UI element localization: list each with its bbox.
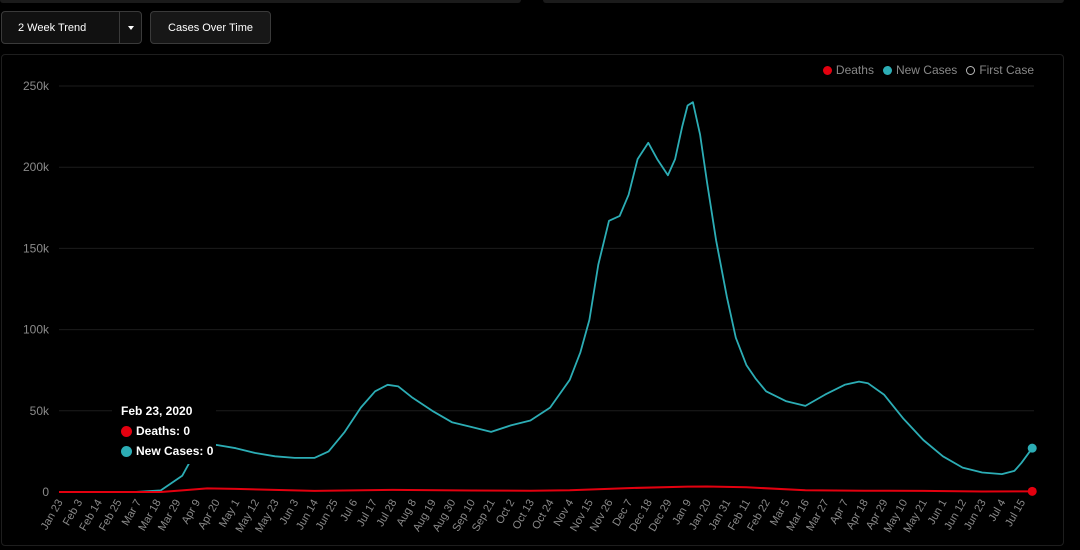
- deaths-end-point: [1027, 486, 1037, 496]
- tooltip-new-cases-row: New Cases: 0: [121, 441, 213, 461]
- legend-label-deaths: Deaths: [835, 63, 874, 77]
- chart-panel: [1, 54, 1064, 546]
- top-divider: [543, 0, 1064, 3]
- tooltip-deaths: Deaths: 0: [136, 424, 191, 438]
- chart-tooltip: Feb 23, 2020 Deaths: 0 New Cases: 0: [121, 401, 213, 461]
- cases-over-time-button[interactable]: Cases Over Time: [150, 11, 271, 44]
- series-line-new-cases: [59, 101, 1033, 493]
- y-tick-label: 100k: [23, 323, 50, 337]
- trend-label: 2 Week Trend: [18, 21, 87, 34]
- new-cases-dot-icon: [121, 445, 132, 457]
- y-tick-label: 0: [42, 485, 49, 499]
- first-case-ring-icon: [966, 65, 976, 75]
- legend-label-first-case: First Case: [979, 63, 1034, 77]
- tooltip-deaths-row: Deaths: 0: [121, 421, 213, 441]
- chevron-down-icon[interactable]: [120, 12, 142, 43]
- tooltip-date: Feb 23, 2020: [121, 404, 193, 418]
- y-tick-label: 200k: [23, 160, 50, 174]
- y-tick-label: 250k: [23, 79, 50, 93]
- cases-over-time-label: Cases Over Time: [168, 21, 253, 34]
- tooltip-new-cases: New Cases: 0: [136, 444, 214, 458]
- y-tick-label: 150k: [23, 241, 50, 255]
- chart-legend: Deaths New Cases First Case: [822, 63, 1034, 77]
- series-line-deaths: [59, 485, 1033, 493]
- toolbar: 2 Week Trend Cases Over Time: [0, 0, 1080, 50]
- new-cases-end-point: [1027, 443, 1037, 453]
- legend-item-deaths[interactable]: Deaths: [822, 63, 874, 77]
- legend-item-new-cases[interactable]: New Cases: [882, 63, 958, 77]
- top-divider: [0, 0, 521, 3]
- dropdown-divider: [119, 12, 120, 43]
- deaths-dot-icon: [121, 425, 132, 437]
- x-tick-label: Jan 23: [39, 498, 66, 533]
- x-tick-label: Jul 15: [1003, 498, 1028, 529]
- new-cases-dot-icon: [882, 65, 892, 75]
- trend-dropdown-button[interactable]: 2 Week Trend: [1, 11, 142, 44]
- legend-label-new-cases: New Cases: [895, 63, 958, 77]
- legend-item-first-case[interactable]: First Case: [966, 63, 1034, 77]
- deaths-dot-icon: [822, 65, 832, 75]
- y-tick-label: 50k: [30, 404, 50, 418]
